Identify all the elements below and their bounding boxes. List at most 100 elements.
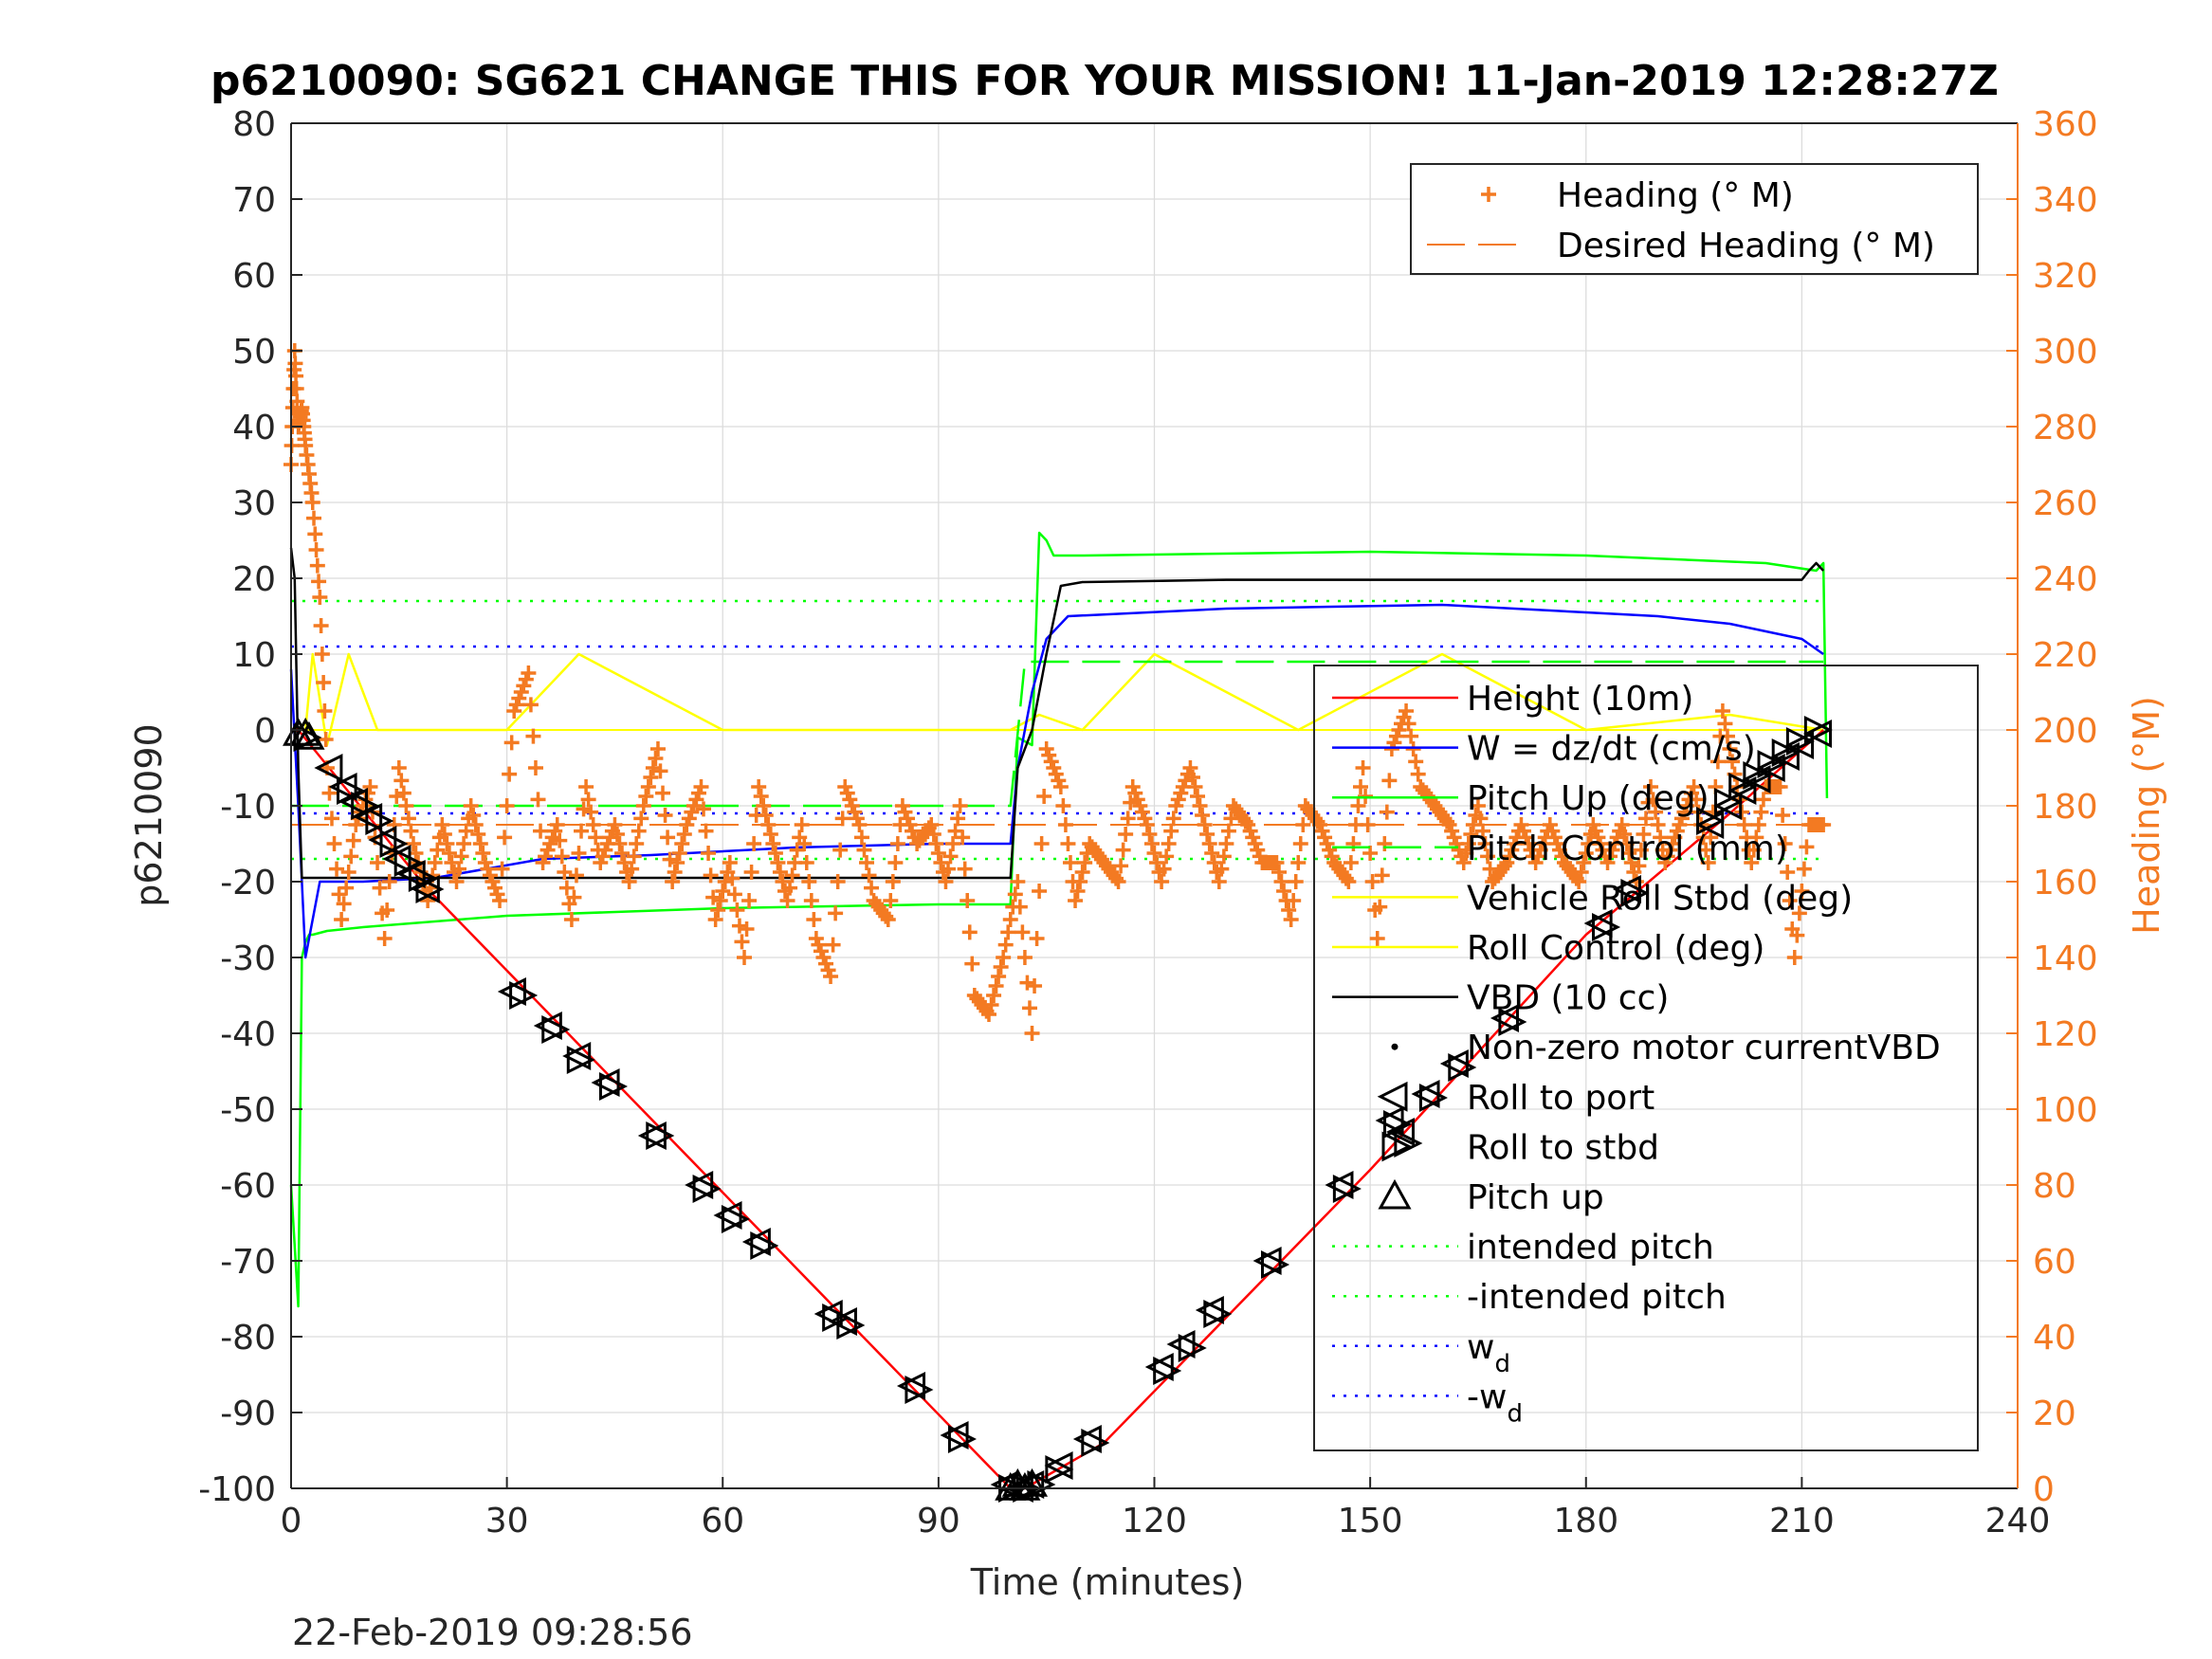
heading-point [698,823,714,839]
heading-point [1573,865,1589,880]
roll-to-port-marker [1728,775,1757,806]
heading-point [693,779,709,794]
tick-labels: 0 30 60 90 120 150 180 210 24080706050403020100-… [198,105,2097,1540]
heading-point [439,836,455,851]
heading-point [655,785,671,801]
y2-tick-label: 0 [2033,1470,2055,1509]
heading-point [306,510,322,526]
heading-point [1777,836,1793,851]
heading-point [737,950,753,965]
heading-point [864,880,880,896]
heading-point [1643,779,1659,794]
heading-point [314,647,330,662]
heading-point [1398,703,1415,719]
heading-point [784,867,800,884]
heading-point [662,851,678,867]
x-tick-label: 60 [701,1502,744,1540]
heading-point [856,842,872,858]
heading-point [767,846,783,861]
heading-point [756,798,772,813]
heading-point [1295,817,1311,832]
heading-point [1775,808,1791,823]
heading-point [923,817,940,832]
heading-point [338,880,355,896]
vbd-line [289,547,1825,880]
x-tick-label: 30 [485,1502,529,1540]
timestamp-label: 22-Feb-2019 09:28:56 [292,1612,693,1653]
heading-point [430,842,446,858]
legend-subscript: d [1507,1399,1523,1428]
y-tick-label: 40 [232,409,276,447]
heading-point [321,785,338,801]
heading-point [1480,848,1496,865]
heading-point [991,969,1007,984]
heading-point [1405,741,1421,757]
heading-point [1345,836,1362,851]
heading-point [861,867,877,884]
heading-point [1439,813,1455,830]
roll-to-port-marker [1385,1117,1415,1147]
heading-point [609,827,625,842]
roll-to-stbd-marker [646,1121,675,1151]
heading-point [986,988,1002,1003]
roll-to-stbd-marker [836,1310,866,1340]
series-legend-label: Vehicle Roll Stbd (deg) [1467,879,1853,918]
heading-point [574,823,590,839]
legend-triangle-symbol [1377,1081,1408,1112]
heading-point [391,760,407,775]
heading-point [1786,950,1802,965]
heading-point [304,495,320,510]
heading-point [1377,836,1393,851]
heading-point [629,836,645,851]
heading-point [1403,728,1419,744]
roll-to-port-marker [1802,719,1833,749]
roll-to-stbd-marker [393,848,423,878]
heading-point [731,918,747,934]
heading-legend: Heading (° M) Desired Heading (° M) [1410,163,1979,275]
heading-point [395,785,411,801]
heading-point [558,880,575,896]
heading-point [554,848,570,865]
heading-point [1281,902,1297,918]
heading-point [1156,861,1172,877]
heading-point [928,836,944,851]
heading-point [405,836,421,851]
heading-point [1197,817,1213,832]
heading-point [568,867,584,884]
heading-point [1029,931,1045,946]
heading-point [1123,794,1139,811]
heading-point [456,836,472,851]
heading-point [588,830,604,846]
heading-point [470,827,486,842]
y2-tick-label: 40 [2033,1319,2076,1358]
y-tick-label: 50 [232,333,276,372]
series-legend-label: W = dz/dt (cm/s) [1467,730,1756,769]
heading-point [1755,792,1771,808]
x-tick-label: 180 [1553,1502,1618,1540]
roll-to-stbd-marker [1714,787,1744,817]
roll-to-stbd-marker [1418,1083,1448,1113]
heading-point [1159,848,1175,865]
y2-tick-label: 140 [2033,939,2098,978]
heading-point [741,893,758,908]
heading-point [1057,817,1073,832]
heading-point [743,865,759,880]
roll-to-port-marker [637,1121,667,1151]
heading-point [1458,846,1474,861]
y2-tick-label: 20 [2033,1395,2076,1433]
roll-to-stbd-marker [379,829,409,859]
heading-point [942,848,959,865]
heading-point [1286,893,1302,908]
heading-point [1120,811,1136,827]
heading-point [1052,779,1069,794]
roll-to-stbd-marker [408,863,437,893]
x-tick-label: 120 [1122,1502,1187,1540]
roll-to-stbd-marker [598,1071,628,1102]
roll-to-stbd-marker [822,1303,851,1333]
heading-point [1686,779,1702,794]
heading-point [345,832,361,848]
heading-point [607,817,623,832]
heading-point [1645,792,1661,808]
y-tick-label: 60 [232,257,276,296]
y-tick-label: 30 [232,484,276,523]
